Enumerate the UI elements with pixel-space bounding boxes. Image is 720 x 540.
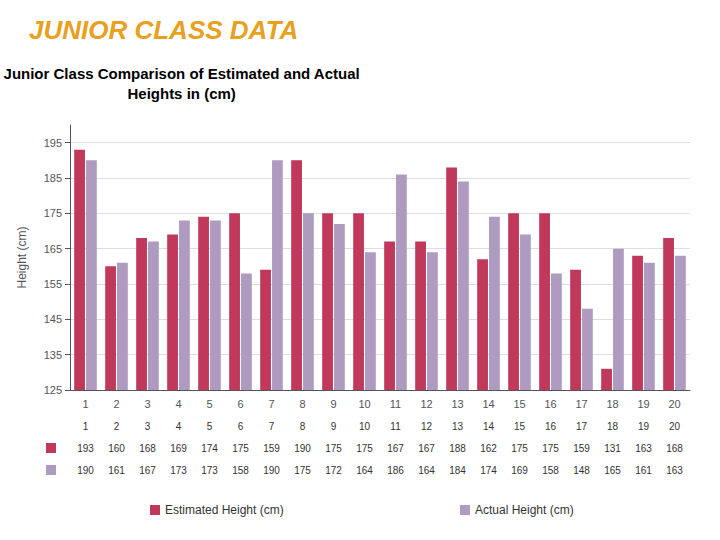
svg-text:165: 165 <box>604 465 621 476</box>
svg-text:Height (cm): Height (cm) <box>15 226 29 288</box>
svg-text:20: 20 <box>668 398 680 410</box>
svg-text:19: 19 <box>638 421 650 432</box>
svg-text:16: 16 <box>545 421 557 432</box>
svg-text:184: 184 <box>449 465 466 476</box>
svg-text:175: 175 <box>356 443 373 454</box>
svg-text:18: 18 <box>606 398 618 410</box>
svg-text:10: 10 <box>358 398 370 410</box>
svg-text:7: 7 <box>268 398 274 410</box>
svg-text:173: 173 <box>170 465 187 476</box>
svg-text:175: 175 <box>511 443 528 454</box>
svg-text:Estimated Height (cm): Estimated Height (cm) <box>165 503 284 517</box>
svg-text:5: 5 <box>207 421 213 432</box>
svg-text:14: 14 <box>482 398 494 410</box>
svg-text:164: 164 <box>356 465 373 476</box>
svg-text:175: 175 <box>325 443 342 454</box>
svg-text:169: 169 <box>170 443 187 454</box>
svg-text:3: 3 <box>144 398 150 410</box>
svg-text:158: 158 <box>542 465 559 476</box>
svg-text:159: 159 <box>573 443 590 454</box>
svg-text:6: 6 <box>238 421 244 432</box>
svg-text:168: 168 <box>666 443 683 454</box>
svg-text:158: 158 <box>232 465 249 476</box>
svg-text:2: 2 <box>114 421 120 432</box>
svg-text:19: 19 <box>637 398 649 410</box>
svg-text:15: 15 <box>513 398 525 410</box>
svg-text:9: 9 <box>331 421 337 432</box>
svg-text:165: 165 <box>44 243 62 255</box>
svg-text:131: 131 <box>604 443 621 454</box>
svg-text:164: 164 <box>418 465 435 476</box>
svg-text:13: 13 <box>451 398 463 410</box>
svg-text:Junior Class Comparison of Est: Junior Class Comparison of Estimated and… <box>4 65 360 82</box>
svg-text:175: 175 <box>294 465 311 476</box>
svg-text:7: 7 <box>269 421 275 432</box>
svg-text:148: 148 <box>573 465 590 476</box>
svg-text:6: 6 <box>237 398 243 410</box>
svg-text:169: 169 <box>511 465 528 476</box>
svg-text:175: 175 <box>542 443 559 454</box>
svg-text:14: 14 <box>483 421 495 432</box>
svg-text:16: 16 <box>544 398 556 410</box>
svg-text:12: 12 <box>420 398 432 410</box>
svg-text:5: 5 <box>206 398 212 410</box>
svg-text:173: 173 <box>201 465 218 476</box>
svg-text:3: 3 <box>145 421 151 432</box>
svg-text:145: 145 <box>44 313 62 325</box>
svg-text:185: 185 <box>44 172 62 184</box>
svg-text:174: 174 <box>480 465 497 476</box>
svg-text:193: 193 <box>77 443 94 454</box>
svg-text:175: 175 <box>232 443 249 454</box>
svg-text:161: 161 <box>635 465 652 476</box>
svg-text:163: 163 <box>635 443 652 454</box>
svg-text:17: 17 <box>575 398 587 410</box>
svg-text:11: 11 <box>390 421 401 432</box>
svg-text:168: 168 <box>139 443 156 454</box>
svg-text:167: 167 <box>139 465 156 476</box>
svg-text:11: 11 <box>390 398 401 410</box>
svg-text:167: 167 <box>418 443 435 454</box>
svg-text:172: 172 <box>325 465 342 476</box>
svg-text:12: 12 <box>421 421 433 432</box>
svg-text:2: 2 <box>113 398 119 410</box>
svg-text:9: 9 <box>330 398 336 410</box>
svg-text:190: 190 <box>294 443 311 454</box>
svg-text:4: 4 <box>175 398 181 410</box>
svg-text:190: 190 <box>77 465 94 476</box>
svg-text:Actual Height (cm): Actual Height (cm) <box>475 503 574 517</box>
svg-text:JUNIOR CLASS DATA: JUNIOR CLASS DATA <box>29 15 298 45</box>
svg-text:8: 8 <box>300 421 306 432</box>
svg-text:125: 125 <box>44 384 62 396</box>
svg-text:162: 162 <box>480 443 497 454</box>
svg-text:155: 155 <box>44 278 62 290</box>
svg-text:135: 135 <box>44 349 62 361</box>
svg-text:4: 4 <box>176 421 182 432</box>
svg-text:174: 174 <box>201 443 218 454</box>
svg-text:17: 17 <box>576 421 588 432</box>
svg-text:160: 160 <box>108 443 125 454</box>
svg-text:188: 188 <box>449 443 466 454</box>
svg-text:175: 175 <box>44 207 62 219</box>
svg-text:195: 195 <box>44 137 62 149</box>
svg-text:20: 20 <box>669 421 681 432</box>
svg-text:8: 8 <box>299 398 305 410</box>
svg-text:10: 10 <box>359 421 371 432</box>
svg-text:190: 190 <box>263 465 280 476</box>
svg-text:167: 167 <box>387 443 404 454</box>
svg-text:1: 1 <box>82 398 88 410</box>
svg-text:186: 186 <box>387 465 404 476</box>
svg-text:13: 13 <box>452 421 464 432</box>
svg-text:163: 163 <box>666 465 683 476</box>
svg-text:159: 159 <box>263 443 280 454</box>
svg-text:1: 1 <box>83 421 89 432</box>
svg-text:161: 161 <box>108 465 125 476</box>
svg-text:Heights in (cm): Heights in (cm) <box>127 85 235 102</box>
svg-text:15: 15 <box>514 421 526 432</box>
svg-text:18: 18 <box>607 421 619 432</box>
